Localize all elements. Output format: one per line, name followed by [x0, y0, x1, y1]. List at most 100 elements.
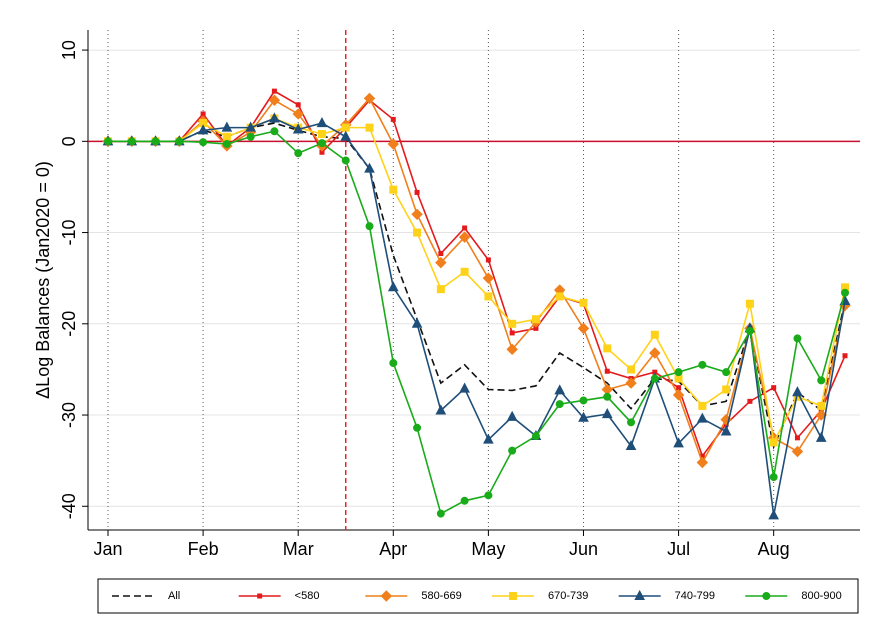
data-point: [270, 127, 279, 136]
data-point: [436, 509, 445, 518]
legend-label: 580-669: [421, 590, 461, 602]
legend-label: 740-799: [675, 590, 715, 602]
data-point: [554, 384, 566, 395]
data-point: [604, 368, 610, 374]
data-point: [745, 327, 754, 336]
data-point: [722, 368, 731, 377]
series-line: [108, 90, 846, 458]
series-line: [108, 117, 846, 516]
data-point: [222, 132, 231, 141]
data-point: [747, 398, 753, 404]
data-point: [365, 222, 374, 231]
data-point: [676, 385, 682, 391]
data-point: [389, 185, 398, 194]
data-point: [555, 400, 564, 409]
data-point: [627, 418, 636, 427]
data-point: [793, 334, 802, 343]
data-point: [340, 130, 352, 141]
data-point: [317, 130, 326, 139]
data-point: [769, 438, 778, 447]
data-point: [627, 365, 636, 374]
x-tick-label: Mar: [283, 539, 314, 559]
data-point: [200, 111, 206, 117]
legend-label: <580: [295, 590, 320, 602]
data-point: [197, 124, 209, 135]
legend-label: 800-900: [801, 590, 841, 602]
data-point: [722, 385, 731, 394]
data-point: [577, 322, 590, 335]
data-point: [438, 251, 444, 257]
data-point: [268, 94, 281, 106]
data-point: [316, 116, 328, 128]
data-point: [672, 389, 685, 401]
data-point: [555, 292, 564, 301]
data-point: [720, 425, 732, 436]
legend-box: [97, 578, 859, 614]
data-point: [387, 138, 399, 150]
data-point: [769, 473, 778, 482]
data-point: [363, 92, 376, 105]
legend-marker: [762, 592, 771, 600]
data-point: [698, 360, 707, 369]
data-point: [794, 435, 800, 441]
x-tick-label: Apr: [379, 539, 407, 559]
data-point: [389, 359, 398, 368]
data-point: [649, 347, 661, 359]
data-point: [768, 509, 780, 520]
data-point: [365, 123, 374, 132]
data-point: [151, 137, 160, 146]
data-point: [817, 401, 826, 410]
data-point: [483, 433, 494, 444]
data-point: [791, 445, 804, 458]
data-point: [745, 299, 754, 308]
data-point: [485, 257, 491, 263]
data-point: [414, 189, 420, 195]
y-axis-label: ΔLog Balances (Jan2020 = 0): [33, 161, 53, 399]
data-point: [292, 123, 304, 134]
data-point: [506, 410, 518, 421]
x-tick-label: Aug: [758, 539, 790, 559]
data-point: [413, 228, 422, 237]
data-point: [269, 112, 280, 123]
legend-label: 670-739: [548, 590, 588, 602]
y-tick-label: 0: [59, 136, 79, 146]
data-point: [294, 149, 303, 158]
data-point: [603, 344, 612, 353]
y-tick-label: 10: [59, 40, 79, 60]
data-point: [390, 116, 396, 122]
data-point: [341, 156, 350, 165]
y-tick-label: -40: [59, 493, 79, 519]
data-point: [841, 288, 849, 297]
data-point: [413, 423, 422, 432]
legend-label: All: [168, 590, 180, 602]
x-tick-label: May: [471, 539, 505, 559]
data-point: [815, 431, 827, 442]
data-point: [792, 386, 803, 397]
y-tick-label: -30: [59, 402, 79, 428]
x-tick-label: Jan: [93, 539, 122, 559]
data-point: [199, 138, 208, 147]
data-point: [508, 446, 517, 455]
series-line: [108, 97, 846, 465]
data-point: [221, 121, 233, 132]
data-point: [364, 162, 375, 173]
legend-marker: [634, 589, 645, 600]
data-point: [317, 139, 326, 148]
data-point: [531, 315, 540, 324]
data-point: [601, 408, 613, 419]
data-point: [436, 285, 445, 294]
legend-marker: [509, 592, 517, 600]
data-point: [506, 343, 518, 356]
data-point: [531, 432, 540, 441]
data-point: [246, 132, 255, 141]
data-point: [815, 409, 827, 421]
y-tick-label: -20: [59, 311, 79, 337]
data-point: [411, 208, 423, 221]
data-point: [341, 123, 350, 132]
data-point: [579, 396, 588, 405]
data-point: [698, 401, 707, 410]
legend-marker: [257, 593, 263, 599]
data-point: [387, 281, 399, 292]
data-point: [697, 412, 708, 423]
